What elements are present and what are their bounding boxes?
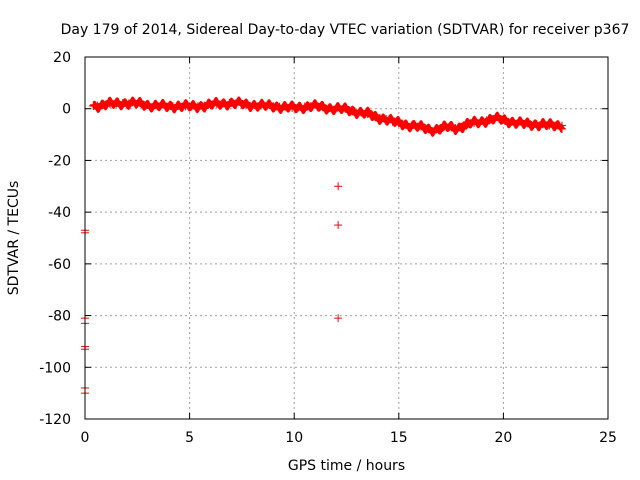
data-point (369, 112, 378, 121)
data-point (375, 113, 384, 122)
data-point (93, 101, 102, 110)
data-point (501, 116, 510, 125)
y-axis-label: SDTVAR / TECUs (6, 181, 22, 296)
data-point (319, 103, 328, 112)
data-point (219, 99, 228, 108)
x-tick-label: 15 (390, 430, 408, 446)
data-point (168, 102, 177, 111)
data-point (482, 116, 491, 125)
data-point (357, 108, 366, 117)
data-point (394, 118, 403, 127)
data-point (407, 121, 416, 130)
data-point (225, 99, 234, 108)
data-point (507, 117, 516, 126)
data-point (388, 117, 397, 126)
y-tick-label: 0 (62, 102, 71, 118)
data-point (99, 100, 108, 109)
outlier-point (334, 182, 343, 191)
x-tick-label: 25 (599, 430, 617, 446)
data-point (413, 122, 422, 131)
data-point (206, 100, 215, 109)
data-point (463, 120, 472, 129)
data-point (438, 124, 447, 133)
data-point (187, 102, 196, 111)
data-point (200, 101, 209, 110)
data-point (300, 102, 309, 111)
data-point (539, 120, 548, 129)
data-point (281, 103, 290, 112)
data-point (175, 101, 184, 110)
data-point (419, 124, 428, 133)
data-point (275, 102, 284, 111)
chart-title: Day 179 of 2014, Sidereal Day-to-day VTE… (61, 22, 630, 38)
y-tick-label: -100 (39, 360, 71, 376)
data-point (256, 101, 265, 110)
data-point (350, 107, 359, 116)
data-points (81, 96, 566, 398)
y-tick-label: -120 (39, 412, 71, 428)
outlier-point (334, 221, 343, 230)
data-point (269, 102, 278, 111)
data-point (143, 100, 152, 109)
y-tick-label: -40 (48, 205, 71, 221)
data-point (332, 104, 341, 113)
axis-ticks: 0 5 10 15 20 25 -120 -100 -80 -60 -40 -20 0 20 (39, 50, 617, 446)
data-point (313, 102, 322, 111)
data-point (401, 120, 410, 129)
data-point (495, 115, 504, 124)
data-point (250, 100, 259, 109)
data-point (557, 121, 566, 130)
data-point (212, 100, 221, 109)
x-tick-label: 10 (285, 430, 303, 446)
y-tick-label: -60 (48, 257, 71, 273)
x-axis-label: GPS time / hours (288, 458, 405, 474)
data-point (457, 122, 466, 131)
data-point (432, 125, 441, 134)
data-point (231, 99, 240, 108)
data-point (470, 118, 479, 127)
y-tick-label: -20 (48, 153, 71, 169)
data-point (237, 100, 246, 109)
x-tick-label: 0 (81, 430, 90, 446)
y-tick-label: 20 (53, 50, 71, 66)
data-point (306, 102, 315, 111)
outlier-point (334, 314, 343, 323)
data-point (451, 124, 460, 133)
data-point (137, 100, 146, 109)
x-tick-label: 20 (494, 430, 512, 446)
data-point (162, 102, 171, 111)
data-point (193, 102, 202, 111)
data-point (338, 105, 347, 114)
data-point (363, 109, 372, 118)
data-point (445, 122, 454, 131)
data-point (325, 103, 334, 112)
data-point (476, 117, 485, 126)
x-tick-label: 5 (185, 430, 194, 446)
data-point (294, 103, 303, 112)
data-point (89, 102, 98, 111)
data-point (112, 99, 121, 108)
data-point (514, 118, 523, 127)
data-point (131, 99, 140, 108)
data-point (288, 103, 297, 112)
data-point (150, 101, 159, 110)
data-point (156, 102, 165, 111)
data-point (106, 100, 115, 109)
data-point (382, 115, 391, 124)
plot-border (84, 56, 609, 420)
data-point (344, 106, 353, 115)
y-tick-label: -80 (48, 309, 71, 325)
